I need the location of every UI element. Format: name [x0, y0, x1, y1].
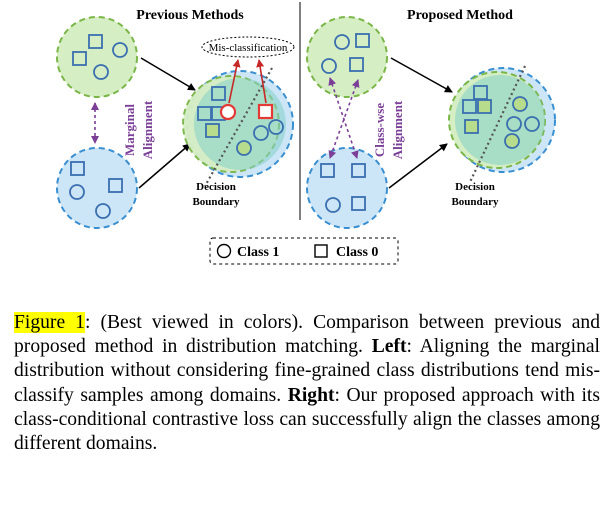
- caption-left-text: : Aligning the marginal distribution wit…: [14, 336, 601, 406]
- right-target-domain: [306, 147, 388, 229]
- right-target-arrow: [388, 143, 448, 189]
- legend-class0: Class 0: [336, 245, 378, 260]
- legend-square-icon: [314, 244, 328, 258]
- figure-reference[interactable]: Figure 1: [14, 312, 85, 333]
- left-source-domain: [56, 16, 138, 98]
- marginal-alignment-label-1: Marginal: [122, 104, 137, 156]
- misclassification-label: Mis-classification: [209, 42, 288, 54]
- legend-circle-icon: [216, 243, 232, 259]
- right-decision-label-1: Decision: [455, 181, 495, 193]
- left-decision-label-1: Decision: [196, 181, 236, 193]
- legend: Class 1 Class 0: [209, 237, 399, 265]
- right-source-domain: [306, 16, 388, 98]
- right-source-arrow: [390, 57, 453, 93]
- right-decision-boundary: [469, 65, 526, 183]
- caption-right-text: : Our proposed approach with its class-c…: [14, 384, 601, 455]
- misclass-arrow-2: [256, 59, 267, 104]
- caption-right-label: Right: [287, 384, 335, 406]
- left-source-arrow: [140, 57, 196, 91]
- caption-left-label: Left: [371, 336, 407, 358]
- marginal-alignment-label-2: Alignment: [140, 100, 155, 159]
- classwise-alignment-label-1: Class-wse: [372, 103, 387, 157]
- left-decision-label-2: Boundary: [192, 196, 240, 208]
- left-panel-title: Previous Methods: [136, 8, 244, 23]
- right-decision-label-2: Boundary: [451, 196, 499, 208]
- misclassification-bubble: [201, 36, 295, 58]
- right-panel-title: Proposed Method: [407, 8, 513, 23]
- right-aligned-domain: [448, 67, 556, 173]
- left-aligned-domain: [182, 70, 294, 178]
- left-target-arrow: [138, 143, 191, 189]
- misclass-arrow-1: [228, 59, 241, 104]
- caption-intro: : (Best viewed in colors). Comparison be…: [14, 312, 600, 358]
- figure-caption: Figure 1: (Best viewed in colors). Compa…: [14, 311, 600, 456]
- left-target-domain: [56, 147, 138, 229]
- classwise-arrow-2: [328, 79, 360, 159]
- comparison-figure: Previous Methods Proposed Method Margina…: [56, 2, 556, 265]
- legend-class1: Class 1: [237, 245, 279, 260]
- classwise-alignment-label-2: Alignment: [390, 100, 405, 159]
